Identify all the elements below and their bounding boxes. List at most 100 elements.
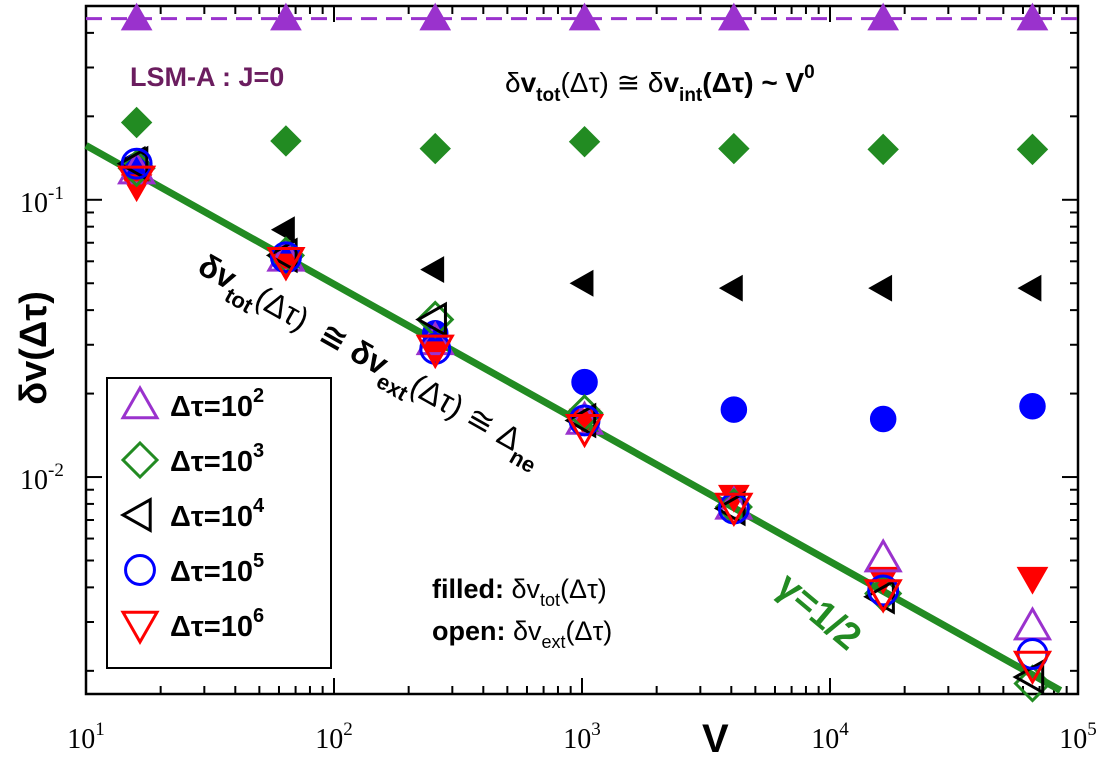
filled-note-sym: δv (512, 574, 541, 604)
top-rel-v2: v (663, 67, 679, 98)
top-rel-delta: δ (505, 67, 521, 98)
x-tick-label-base: 10 (315, 724, 343, 755)
open-note-sym: δv (513, 616, 542, 646)
marker-filled-diamond (419, 132, 451, 165)
x-tick-label: 103 (563, 719, 601, 755)
marker-filled-circle (869, 405, 897, 433)
legend-box (106, 377, 332, 669)
legend-label-text: Δτ=10 (170, 446, 253, 478)
y-tick-label-base: 10 (20, 188, 48, 219)
marker-filled-triangle-left (718, 274, 743, 302)
legend-label-exp: 2 (253, 385, 264, 407)
x-tick-label-exp: 2 (343, 719, 353, 740)
marker-filled-triangle-up (1016, 2, 1049, 31)
marker-filled-triangle-left (868, 274, 893, 302)
y-tick-label-exp: -1 (48, 183, 64, 204)
filled-note: filled: δvtot(Δτ) (432, 574, 607, 610)
marker-filled-circle (1019, 393, 1046, 420)
legend-marker-circle (124, 554, 156, 586)
y-tick-label: 10-2 (20, 460, 64, 496)
marker-filled-triangle-up (568, 2, 601, 31)
open-note-sub: ext (542, 632, 566, 652)
x-tick-labels: 101 102 103 104 105 (67, 719, 1097, 755)
top-rel-v: v (521, 67, 537, 98)
legend-label: Δτ=103 (170, 440, 264, 478)
marker-open-triangle-down (266, 247, 306, 282)
top-rel-mid: (Δτ) ≅ δ (560, 67, 663, 98)
legend-marker-triangle-up (120, 384, 160, 420)
legend-label: Δτ=102 (170, 385, 264, 423)
x-tick-label-exp: 4 (839, 719, 849, 740)
x-tick-label-exp: 3 (591, 719, 601, 740)
marker-filled-circle (720, 396, 748, 423)
marker-open-triangle-left (415, 301, 447, 338)
marker-open-triangle-down (863, 579, 903, 614)
filled-note-lead: filled: (432, 574, 512, 604)
y-tick-label: 10-1 (20, 183, 64, 219)
x-axis-label: V (702, 717, 729, 759)
legend-label: Δτ=104 (170, 495, 265, 533)
marker-filled-diamond (120, 106, 153, 139)
model-label: LSM-A : J=0 (130, 62, 284, 92)
top-relation: δvtot(Δτ) ≅ δvint(Δτ) ~ V0 (505, 62, 815, 106)
marker-filled-triangle-up (270, 2, 302, 31)
marker-filled-triangle-up (718, 2, 750, 31)
marker-open-triangle-down (415, 334, 455, 369)
marker-open-triangle-left (564, 402, 597, 439)
open-note-lead: open: (432, 616, 513, 646)
marker-open-triangle-down (117, 165, 157, 200)
x-tick-label: 105 (1059, 719, 1097, 755)
marker-filled-diamond (867, 133, 899, 166)
marker-open-triangle-up (863, 538, 903, 573)
marker-filled-diamond (568, 125, 601, 158)
marker-open-circle (120, 147, 153, 180)
y-tick-label-exp: -2 (48, 460, 64, 481)
top-rel-tail: (Δτ) ~ (702, 67, 785, 98)
x-tick-label-base: 10 (1059, 724, 1087, 755)
legend-label-text: Δτ=10 (170, 556, 253, 588)
top-rel-sub-int: int (679, 85, 703, 106)
top-rel-V: V (785, 67, 804, 98)
marker-filled-triangle-up (419, 2, 452, 31)
marker-open-triangle-up (564, 400, 605, 435)
top-rel-sub-tot: tot (536, 85, 561, 106)
marker-filled-triangle-down (1016, 566, 1049, 595)
legend-label-exp: 3 (253, 440, 264, 462)
x-tick-label-base: 10 (563, 724, 591, 755)
y-axis-label: δv(Δτ) (13, 291, 55, 405)
marker-open-circle (269, 241, 302, 274)
legend-label-exp: 6 (253, 605, 264, 627)
data-markers (116, 2, 1053, 703)
x-tick-label: 102 (315, 719, 353, 755)
marker-filled-triangle-left (569, 269, 594, 297)
legend-label-exp: 4 (253, 495, 265, 517)
diag-rel-b: (Δτ) (249, 279, 315, 338)
x-tick-label: 104 (811, 719, 849, 755)
legend-label-text: Δτ=10 (170, 391, 253, 423)
marker-open-circle (867, 574, 900, 607)
legend-marker-triangle-down (120, 610, 160, 646)
open-note-tail: (Δτ) (566, 616, 613, 646)
marker-open-triangle-left (116, 145, 149, 182)
top-rel-sup-0: 0 (804, 62, 815, 83)
x-tick-label-exp: 1 (95, 719, 105, 740)
marker-filled-triangle-left (420, 256, 445, 284)
legend-label-text: Δτ=10 (170, 611, 253, 643)
marker-filled-diamond (1016, 133, 1049, 166)
y-tick-label-base: 10 (20, 465, 48, 496)
legend-label: Δτ=106 (170, 605, 264, 643)
legend-label-exp: 5 (253, 550, 264, 572)
marker-open-triangle-down (1012, 650, 1053, 685)
marker-filled-diamond (718, 132, 750, 165)
marker-open-triangle-up (1012, 606, 1053, 641)
marker-filled-triangle-up (120, 2, 153, 31)
y-axis-label-group: δv(Δτ) (13, 291, 55, 405)
marker-filled-triangle-left (1017, 274, 1042, 302)
legend-marker-diamond (120, 440, 160, 480)
legend-label-text: Δτ=10 (170, 501, 253, 533)
x-tick-label-exp: 5 (1087, 719, 1097, 740)
marker-filled-triangle-up (867, 2, 900, 31)
x-tick-label-base: 10 (811, 724, 839, 755)
filled-note-sub: tot (540, 590, 560, 610)
